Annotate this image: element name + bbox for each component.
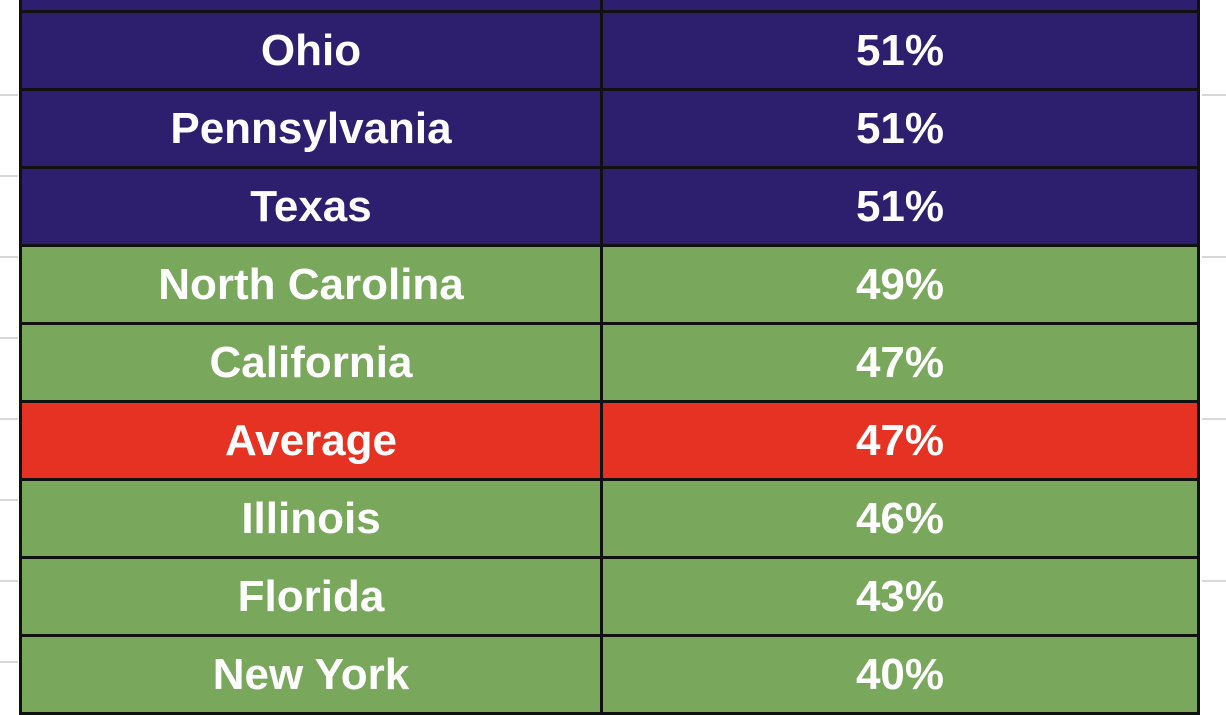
table-row: North Carolina 49%: [19, 244, 1200, 325]
state-cell: Ohio: [19, 10, 603, 91]
state-cell: California: [19, 322, 603, 403]
gridline-mark: [0, 580, 18, 582]
gridline-mark: [0, 499, 18, 501]
percent-cell: 51%: [600, 10, 1200, 91]
table-row: Average 47%: [19, 400, 1200, 481]
table-row: Florida 43%: [19, 556, 1200, 637]
state-cell: Pennsylvania: [19, 88, 603, 169]
percent-cell: 46%: [600, 478, 1200, 559]
gridline-mark: [0, 337, 18, 339]
percent-cell: 47%: [600, 400, 1200, 481]
results-table: Ohio 51% Pennsylvania 51% Texas 51% North C…: [19, 0, 1200, 715]
gridline-mark: [1202, 580, 1226, 582]
gridline-mark: [1202, 256, 1226, 258]
table-row: Ohio 51%: [19, 10, 1200, 91]
gridline-mark: [1202, 418, 1226, 420]
table-row: California 47%: [19, 322, 1200, 403]
percent-cell: 47%: [600, 322, 1200, 403]
gridline-mark: [0, 661, 18, 663]
state-cell: Illinois: [19, 478, 603, 559]
state-cell: North Carolina: [19, 244, 603, 325]
gridline-mark: [0, 256, 18, 258]
table-row: Pennsylvania 51%: [19, 88, 1200, 169]
gridline-mark: [1202, 94, 1226, 96]
percent-cell: 51%: [600, 166, 1200, 247]
table-row: Texas 51%: [19, 166, 1200, 247]
table-row: Illinois 46%: [19, 478, 1200, 559]
percent-cell: 40%: [600, 634, 1200, 715]
table-cell: [600, 0, 1200, 13]
table-row: [19, 0, 1200, 13]
gridline-mark: [0, 175, 18, 177]
state-cell: Florida: [19, 556, 603, 637]
percent-cell: 49%: [600, 244, 1200, 325]
state-cell: New York: [19, 634, 603, 715]
percent-cell: 51%: [600, 88, 1200, 169]
percent-cell: 43%: [600, 556, 1200, 637]
gridline-mark: [0, 418, 18, 420]
gridline-mark: [0, 94, 18, 96]
table-row: New York 40%: [19, 634, 1200, 715]
table-cell: [19, 0, 603, 13]
state-cell: Average: [19, 400, 603, 481]
state-cell: Texas: [19, 166, 603, 247]
